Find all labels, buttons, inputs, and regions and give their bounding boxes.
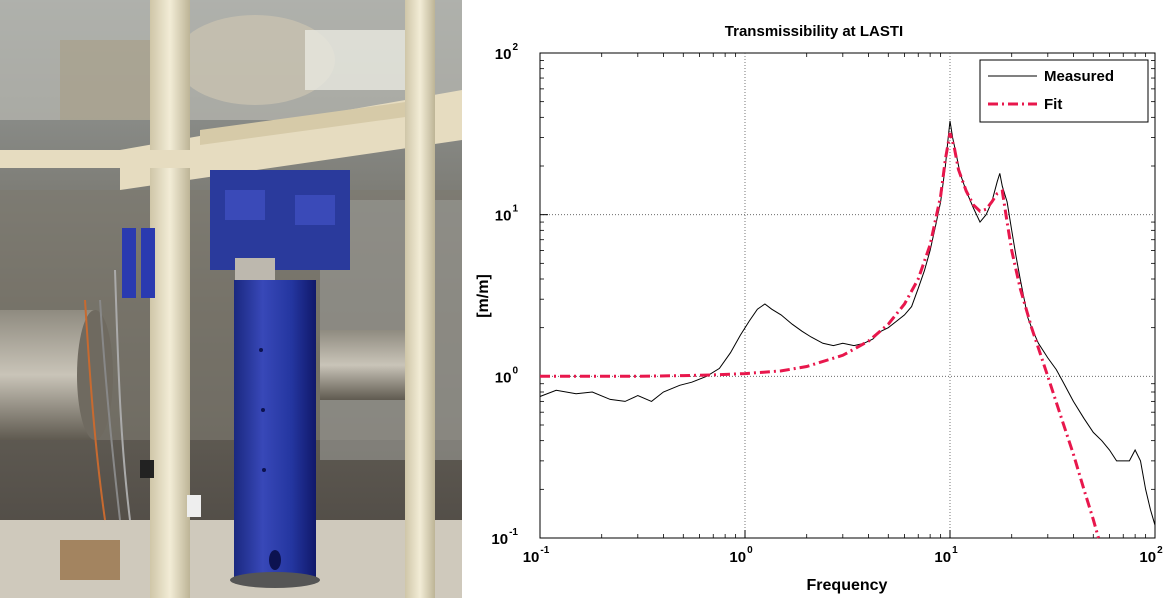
chart-title: Transmissibility at LASTI — [725, 23, 903, 40]
transmissibility-chart: Transmissibility at LASTI 10-1 100 101 102 … — [475, 23, 1163, 594]
series-layer — [539, 120, 1156, 539]
y-tick-label: 101 — [495, 204, 519, 225]
legend-label-measured: Measured — [1044, 68, 1114, 85]
legend-box — [979, 59, 1149, 123]
x-tick-label: 101 — [934, 545, 958, 566]
y-tick-labels: 10-1 100 101 102 — [491, 42, 518, 548]
series-line-fit — [540, 132, 1100, 539]
y-axis-label: [m/m] — [475, 274, 492, 318]
y-tick-label: 102 — [495, 42, 519, 63]
lasti-photo — [0, 0, 462, 598]
x-tick-labels: 10-1 100 101 102 — [523, 545, 1163, 566]
legend-label-fit: Fit — [1044, 96, 1062, 113]
x-tick-label: 10-1 — [523, 545, 550, 566]
x-tick-label: 100 — [729, 545, 753, 566]
y-tick-label: 100 — [495, 365, 519, 386]
plot-area — [539, 52, 1156, 539]
legend: Measured Fit — [979, 59, 1149, 123]
x-axis-label: Frequency — [807, 577, 888, 594]
y-tick-label: 10-1 — [491, 527, 518, 548]
x-tick-label: 102 — [1139, 545, 1163, 566]
